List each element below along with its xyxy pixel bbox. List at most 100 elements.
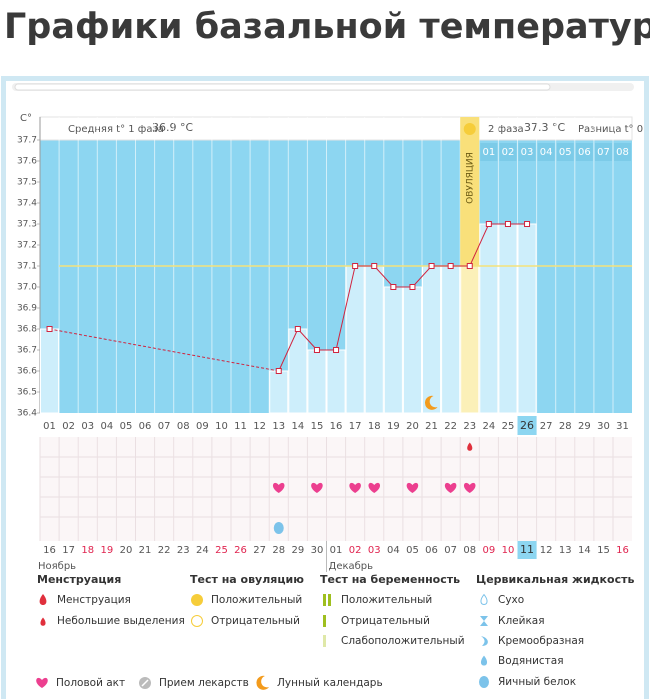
x-tick-label: 29 — [578, 421, 591, 432]
x-tick-label: 13 — [272, 421, 285, 432]
temp-point — [371, 263, 378, 269]
x-tick-label: 28 — [559, 421, 572, 432]
date-label: 15 — [597, 545, 610, 556]
date-label: 23 — [177, 545, 190, 556]
date-label: 24 — [196, 545, 209, 556]
legend-icon — [481, 636, 488, 646]
x-tick-label: 11 — [234, 421, 247, 432]
y-tick-label: 36.4 — [17, 409, 37, 419]
x-tick-label: 06 — [139, 421, 152, 432]
egg-white-mark — [273, 522, 284, 534]
date-label: 06 — [425, 545, 438, 556]
x-tick-label: 25 — [502, 421, 515, 432]
legend-item: Слабоположительный — [341, 635, 465, 647]
y-tick-label: 37.3 — [17, 220, 37, 230]
x-tick-label: 31 — [616, 421, 629, 432]
post-day-label: 07 — [597, 147, 610, 158]
date-label: 05 — [406, 545, 419, 556]
temp-bar — [364, 265, 384, 414]
phase2-value: 37.3 °C — [524, 121, 565, 134]
legend-item: Отрицательный — [341, 615, 430, 627]
y-tick-label: 37.1 — [17, 262, 37, 272]
events-bg — [40, 437, 632, 541]
legend-group-title: Тест на беременность — [320, 573, 460, 586]
y-tick-label: 37.2 — [17, 241, 37, 251]
temp-bar — [402, 286, 422, 414]
legend-icon — [40, 617, 46, 626]
intercourse-mark — [444, 482, 457, 493]
intercourse-mark — [311, 482, 323, 493]
date-label: 10 — [502, 545, 515, 556]
intercourse-mark — [368, 482, 381, 493]
legend-icon — [191, 615, 203, 627]
post-day-cell — [480, 143, 498, 161]
date-label: 12 — [540, 545, 553, 556]
date-label: 04 — [387, 545, 400, 556]
date-label: 11 — [520, 543, 534, 556]
legend-extra: Лунный календарь — [277, 677, 383, 689]
legend-item: Положительный — [341, 594, 432, 606]
legend-group-title: Цервикальная жидкость — [476, 573, 634, 586]
temp-point — [275, 368, 282, 374]
legend-extra: Прием лекарств — [159, 677, 249, 689]
post-day-label: 04 — [540, 147, 553, 158]
x-tick-label: 09 — [196, 421, 209, 432]
temp-bar — [441, 265, 461, 414]
x-tick-label: 24 — [482, 421, 495, 432]
date-label: 28 — [272, 545, 285, 556]
date-label: 08 — [463, 545, 476, 556]
temp-bar — [422, 265, 442, 414]
temp-point — [524, 221, 531, 227]
temp-point — [447, 263, 454, 269]
x-tick-label: 20 — [406, 421, 419, 432]
x-tick-label: 01 — [43, 421, 56, 432]
y-tick-label: 36.5 — [17, 388, 37, 398]
post-day-cell — [537, 143, 555, 161]
legend-item: Отрицательный — [211, 615, 300, 627]
x-tick-label: 15 — [311, 421, 324, 432]
y-tick-label: 37.0 — [17, 283, 37, 293]
legend-item: Водянистая — [498, 655, 564, 667]
temp-bar — [479, 223, 499, 414]
gap-line — [49, 328, 279, 372]
date-label: 19 — [100, 545, 113, 556]
legend-item: Кремообразная — [498, 635, 584, 647]
legend-group-title: Менструация — [37, 573, 121, 586]
x-tick-label: 03 — [81, 421, 94, 432]
date-label: 27 — [253, 545, 266, 556]
post-day-label: 05 — [559, 147, 572, 158]
legend-item: Положительный — [211, 594, 302, 606]
temp-point — [485, 221, 492, 227]
temp-bar — [383, 286, 403, 414]
temp-bar — [269, 370, 289, 414]
scroll-thumb[interactable] — [14, 83, 551, 91]
intercourse-mark — [349, 482, 361, 493]
x-tick-label: 16 — [330, 421, 343, 432]
x-tick-label: 17 — [349, 421, 362, 432]
post-day-label: 06 — [578, 147, 591, 158]
temp-line — [278, 223, 528, 372]
temp-bar — [345, 265, 365, 414]
ovulation-sun — [463, 123, 476, 135]
y-tick-label: 37.5 — [17, 178, 37, 188]
post-day-cell — [556, 143, 574, 161]
diff-label: Разница t° 0 — [578, 124, 643, 135]
intercourse-mark — [406, 482, 419, 493]
temp-point — [428, 263, 435, 269]
intercourse-mark — [463, 482, 476, 493]
date-label: 14 — [578, 545, 591, 556]
lunar-mark — [424, 395, 438, 410]
post-day-cell — [499, 143, 517, 161]
ovulation-label: ОВУЛЯЦИЯ — [465, 152, 475, 204]
x-tick-label: 05 — [120, 421, 133, 432]
temp-point — [333, 347, 340, 353]
legend-icon — [256, 675, 269, 690]
post-day-cell — [594, 143, 612, 161]
temp-point — [390, 284, 397, 290]
legend-icon — [39, 594, 47, 605]
legend-icon — [323, 615, 326, 627]
today-cell — [517, 416, 537, 435]
date-label: 02 — [349, 545, 362, 556]
x-tick-label: 02 — [62, 421, 75, 432]
